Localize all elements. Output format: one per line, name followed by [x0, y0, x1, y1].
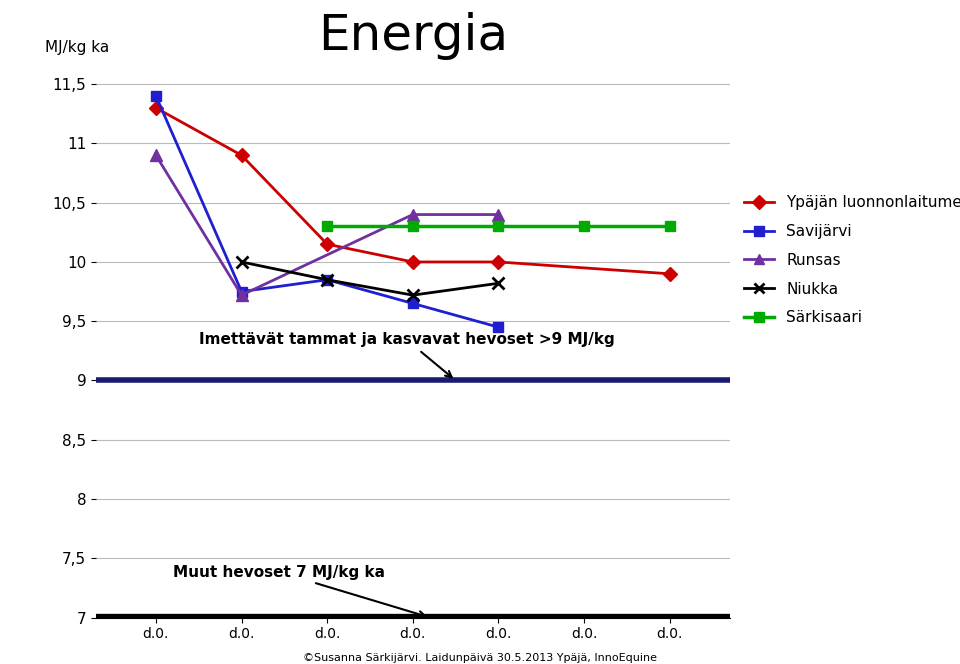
Text: ©Susanna Särkijärvi. Laidunpäivä 30.5.2013 Ypäjä, InnoEquine: ©Susanna Särkijärvi. Laidunpäivä 30.5.20… — [303, 653, 657, 663]
Text: Imettävät tammat ja kasvavat hevoset >9 MJ/kg: Imettävät tammat ja kasvavat hevoset >9 … — [199, 332, 614, 377]
Title: Energia: Energia — [318, 12, 508, 60]
Legend: Ypäjän luonnonlaitumet, Savijärvi, Runsas, Niukka, Särkisaari: Ypäjän luonnonlaitumet, Savijärvi, Runsa… — [744, 195, 960, 325]
Text: Muut hevoset 7 MJ/kg ka: Muut hevoset 7 MJ/kg ka — [173, 564, 425, 618]
Text: MJ/kg ka: MJ/kg ka — [45, 41, 109, 55]
